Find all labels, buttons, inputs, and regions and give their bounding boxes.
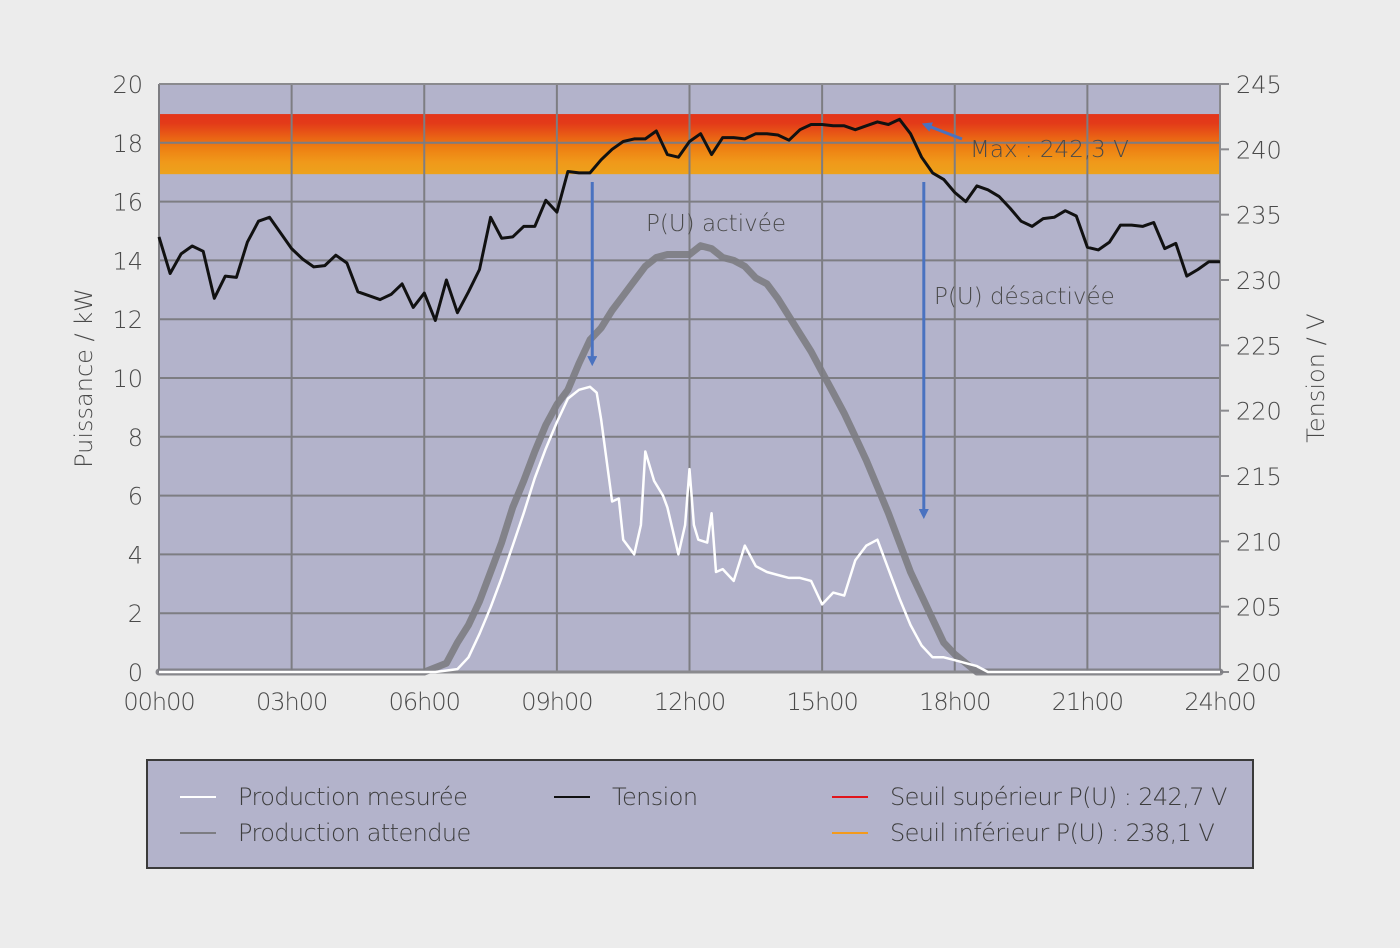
right-tick-label: 235 [1236,202,1282,230]
legend-swatch-red-line-icon [832,796,868,798]
series-tension [157,117,1220,322]
left-axis-ticks: 0 2 4 6 8 10 12 14 16 18 20 [112,71,143,687]
right-tick-label: 205 [1236,594,1282,622]
legend-item-tension: Tension [554,783,698,811]
legend-swatch-orange-line-icon [832,832,868,834]
left-tick-label: 20 [112,71,143,99]
x-tick-label: 06h00 [389,688,460,716]
right-tick-label: 215 [1236,463,1282,491]
left-tick-label: 10 [112,365,143,393]
x-tick-label: 12h00 [654,688,725,716]
x-axis-ticks: 00h00 03h00 06h00 09h00 12h00 15h00 18h00 21h00… [123,688,1256,716]
right-axis-ticks: 200 205 210 215 220 225 230 235 240 245 [1220,71,1282,687]
annotation-max: Max : 242,3 V [970,137,1129,163]
grid [158,83,1221,674]
x-tick-label: 09h00 [521,688,592,716]
legend-label: Seuil inférieur P(U) : 238,1 V [890,819,1215,847]
right-tick-label: 220 [1236,398,1282,426]
legend-item-lower-threshold: Seuil inférieur P(U) : 238,1 V [832,819,1215,847]
left-axis-label: Puissance / kW [70,288,98,468]
left-tick-label: 6 [128,483,143,511]
legend-label: Production mesurée [238,783,468,811]
legend-item-measured: Production mesurée [180,783,468,811]
right-tick-label: 240 [1236,136,1282,164]
x-tick-label: 15h00 [786,688,857,716]
x-tick-label: 18h00 [919,688,990,716]
annotations [587,122,963,520]
annotation-deactivated: P(U) désactivée [934,284,1115,310]
right-tick-label: 210 [1236,528,1282,556]
x-tick-label: 24h00 [1184,688,1255,716]
left-tick-label: 14 [112,247,143,275]
x-tick-label: 00h00 [123,688,194,716]
legend: Production mesurée Production attendue T… [146,759,1254,869]
series-production-attendue [155,242,1224,676]
series-production-mesuree [159,385,1220,674]
left-tick-label: 2 [128,600,143,628]
legend-swatch-white-line-icon [180,796,216,798]
left-tick-label: 8 [128,424,143,452]
left-tick-label: 4 [128,541,143,569]
right-tick-label: 225 [1236,332,1282,360]
left-tick-label: 16 [112,189,143,217]
left-tick-label: 18 [112,130,143,158]
right-tick-label: 230 [1236,267,1282,295]
legend-label: Production attendue [238,819,471,847]
left-tick-label: 12 [112,306,143,334]
legend-label: Seuil supérieur P(U) : 242,7 V [890,783,1227,811]
x-tick-label: 21h00 [1052,688,1123,716]
right-axis-label: Tension / V [1302,313,1330,442]
legend-swatch-black-line-icon [554,796,590,798]
series [155,117,1224,676]
max-annotation-arrow [921,122,963,141]
legend-item-expected: Production attendue [180,819,471,847]
x-tick-label: 03h00 [256,688,327,716]
left-tick-label: 0 [128,659,143,687]
legend-label: Tension [612,783,698,811]
annotation-activated: P(U) activée [646,211,786,237]
legend-item-upper-threshold: Seuil supérieur P(U) : 242,7 V [832,783,1227,811]
right-tick-label: 200 [1236,659,1282,687]
right-tick-label: 245 [1236,71,1282,99]
legend-swatch-grey-line-icon [180,832,216,834]
